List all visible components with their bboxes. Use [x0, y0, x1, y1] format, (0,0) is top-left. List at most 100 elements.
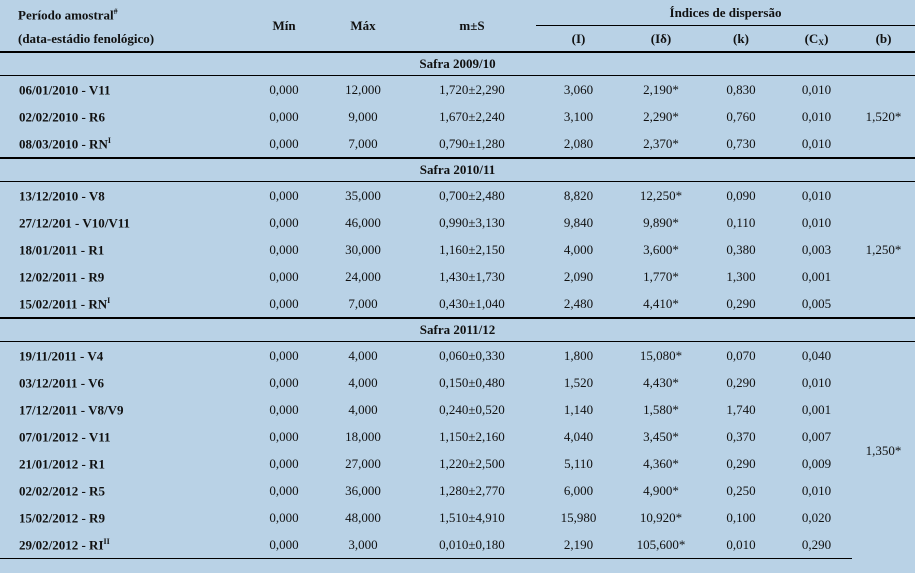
- k-cell: 0,100: [726, 509, 756, 525]
- table-row: 15/02/2012 - R9 0,000 48,000 1,510±4,910…: [0, 504, 915, 531]
- table-row: 19/11/2011 - V4 0,000 4,000 0,060±0,330 …: [0, 342, 915, 458]
- id-cell: 15,080*: [639, 347, 683, 363]
- table-row: 02/02/2012 - R5 0,000 36,000 1,280±2,770…: [0, 477, 915, 504]
- period-text: 13/12/2010 - V8: [19, 187, 105, 203]
- period-text: 12/02/2011 - R9: [19, 268, 105, 284]
- cx-cell: 0,020: [801, 509, 832, 525]
- header-period: Período amostral# (data-estádio fenológi…: [0, 0, 250, 52]
- period-cell: 02/02/2012 - R5: [0, 477, 250, 504]
- safra-title: Safra 2010/11: [0, 157, 915, 183]
- header-max: Máx: [350, 17, 376, 33]
- mean-sd-cell: 0,990±3,130: [439, 214, 505, 230]
- mean-sd-cell: 1,160±2,150: [439, 241, 505, 257]
- header-k: (k): [733, 30, 749, 46]
- mean-sd-cell: 1,670±2,240: [439, 108, 505, 124]
- max-cell: 7,000: [348, 135, 378, 151]
- table-row: 07/01/2012 - V11 0,000 18,000 1,150±2,16…: [0, 423, 915, 450]
- max-cell: 12,000: [345, 81, 381, 97]
- mean-sd-cell: 0,430±1,040: [439, 295, 505, 311]
- mean-sd-cell: 0,150±0,480: [439, 374, 505, 390]
- header-min: Mín: [272, 17, 296, 33]
- table-row: 17/12/2011 - V8/V9 0,000 4,000 0,240±0,5…: [0, 396, 915, 423]
- mean-sd-cell: 0,790±1,280: [439, 135, 505, 151]
- table-row: 03/12/2011 - V6 0,000 4,000 0,150±0,480 …: [0, 369, 915, 396]
- k-cell: 0,730: [726, 135, 756, 151]
- cx-cell: 0,007: [801, 428, 832, 444]
- safra-header-row: Safra 2010/11: [0, 157, 915, 183]
- period-text: 02/02/2010 - R6: [19, 108, 105, 124]
- min-cell: 0,000: [269, 214, 299, 230]
- id-cell: 4,360*: [643, 455, 679, 471]
- period-cell: 13/12/2010 - V8: [0, 182, 250, 210]
- header-period-line1: Período amostral: [18, 7, 114, 23]
- k-cell: 0,830: [726, 81, 756, 97]
- max-cell: 9,000: [348, 108, 378, 124]
- max-cell: 3,000: [318, 531, 408, 560]
- id-cell: 10,920*: [639, 509, 683, 525]
- i-cell: 3,060: [563, 81, 594, 97]
- i-cell: 2,090: [563, 268, 594, 284]
- k-cell: 0,760: [726, 108, 756, 124]
- k-cell: 0,370: [726, 428, 756, 444]
- header-i: (I): [571, 30, 586, 46]
- table-row: 29/02/2012 - RIII 0,000 3,000 0,010±0,18…: [0, 531, 915, 560]
- header-period-sup: #: [113, 7, 118, 16]
- period-cell: 03/12/2011 - V6: [0, 369, 250, 396]
- k-cell: 0,070: [726, 347, 756, 363]
- period-sup: I: [107, 295, 111, 305]
- min-cell: 0,000: [269, 135, 299, 151]
- cx-cell: 0,001: [801, 268, 832, 284]
- table-row: 06/01/2010 - V11 0,000 12,000 1,720±2,29…: [0, 76, 915, 124]
- period-cell: 17/12/2011 - V8/V9: [0, 396, 250, 423]
- k-cell: 1,300: [726, 268, 756, 284]
- cx-cell: 0,010: [801, 482, 832, 498]
- id-cell: 4,430*: [643, 374, 679, 390]
- period-text: 17/12/2011 - V8/V9: [19, 401, 124, 417]
- id-cell: 1,580*: [643, 401, 679, 417]
- id-cell: 4,900*: [643, 482, 679, 498]
- dispersion-table: Período amostral# (data-estádio fenológi…: [0, 0, 915, 560]
- period-text: 07/01/2012 - V11: [19, 428, 111, 444]
- max-cell: 48,000: [345, 509, 381, 525]
- id-cell: 2,370*: [643, 135, 679, 151]
- cx-cell: 0,010: [801, 108, 832, 124]
- id-cell: 12,250*: [639, 187, 683, 203]
- period-cell: 29/02/2012 - RIII: [0, 531, 250, 560]
- cx-cell: 0,005: [801, 295, 832, 311]
- id-cell: 4,410*: [643, 295, 679, 311]
- cx-cell: 0,009: [801, 455, 832, 471]
- k-cell: 0,290: [726, 455, 756, 471]
- cx-cell: 0,010: [801, 374, 832, 390]
- mean-sd-cell: 0,060±0,330: [439, 347, 505, 363]
- id-cell: 1,770*: [643, 268, 679, 284]
- id-cell: 3,450*: [643, 428, 679, 444]
- max-cell: 18,000: [345, 428, 381, 444]
- min-cell: 0,000: [269, 187, 299, 203]
- min-cell: 0,000: [269, 482, 299, 498]
- table-row: 13/12/2010 - V8 0,000 35,000 0,700±2,480…: [0, 182, 915, 257]
- header-cx-main: (C: [804, 30, 819, 46]
- period-cell: 19/11/2011 - V4: [0, 342, 250, 370]
- id-cell: 105,600*: [621, 531, 701, 560]
- table-row: 18/01/2011 - R1 0,000 30,000 1,160±2,150…: [0, 236, 915, 263]
- id-cell: 3,600*: [643, 241, 679, 257]
- i-cell: 3,100: [563, 108, 594, 124]
- min-cell: 0,000: [269, 455, 299, 471]
- i-cell: 9,840: [563, 214, 594, 230]
- period-cell: 27/12/201 - V10/V11: [0, 209, 250, 236]
- i-cell: 2,080: [563, 135, 594, 151]
- period-text: 18/01/2011 - R1: [19, 241, 105, 257]
- period-cell: 18/01/2011 - R1: [0, 236, 250, 263]
- i-cell: 4,000: [563, 241, 594, 257]
- period-cell: 21/01/2012 - R1: [0, 450, 250, 477]
- k-cell: 0,290: [726, 374, 756, 390]
- max-cell: 27,000: [345, 455, 381, 471]
- id-cell: 9,890*: [643, 214, 679, 230]
- safra-title: Safra 2011/12: [0, 317, 915, 343]
- table-row: 08/03/2010 - RNI 0,000 7,000 0,790±1,280…: [0, 130, 915, 158]
- cx-cell: 0,001: [801, 401, 832, 417]
- mean-sd-cell: 1,510±4,910: [439, 509, 505, 525]
- mean-sd-cell: 1,220±2,500: [439, 455, 505, 471]
- table-row: 21/01/2012 - R1 0,000 27,000 1,220±2,500…: [0, 450, 915, 477]
